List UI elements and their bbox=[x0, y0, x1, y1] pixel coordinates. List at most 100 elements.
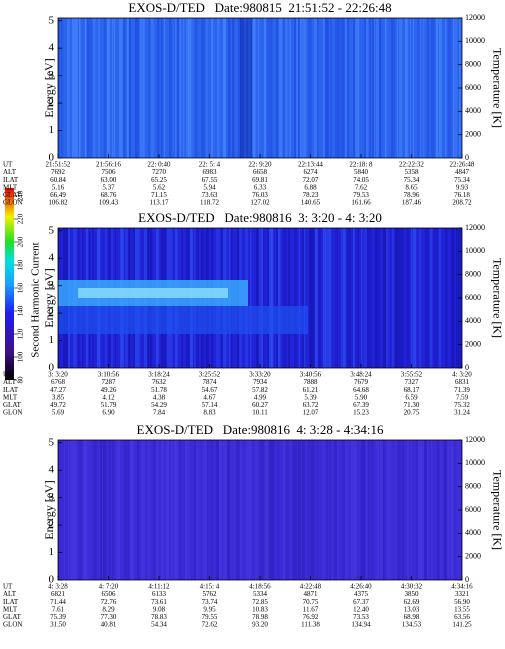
table-cell: 3321 bbox=[455, 590, 470, 598]
y2-tick-label: 2000 bbox=[465, 551, 481, 560]
table-cell: 4:26:40 bbox=[350, 583, 372, 591]
spectrogram-stripe bbox=[369, 18, 371, 158]
spectrogram-stripe bbox=[322, 440, 325, 580]
spectrogram-stripe bbox=[268, 18, 272, 158]
spectrogram-stripe bbox=[353, 440, 355, 580]
table-cell: 65.25 bbox=[151, 176, 167, 184]
y2-tick-label: 10000 bbox=[465, 458, 485, 467]
table-cell: 21:56:16 bbox=[96, 161, 121, 169]
table-cell: 7.61 bbox=[52, 605, 65, 613]
spectrogram-stripe bbox=[100, 440, 103, 580]
spectrogram-stripe bbox=[308, 18, 312, 158]
table-row-label: GLON bbox=[3, 621, 22, 629]
spectrogram-stripe bbox=[399, 18, 402, 158]
table-cell: 57.82 bbox=[252, 386, 268, 394]
spectrogram-stripe bbox=[427, 18, 429, 158]
table-cell: 72.85 bbox=[252, 598, 268, 606]
spectrogram-stripe bbox=[378, 440, 380, 580]
spectrogram-stripe bbox=[276, 228, 279, 368]
table-cell: 4.38 bbox=[153, 393, 166, 401]
table-cell: 70.75 bbox=[303, 598, 319, 606]
table-cell: 72.76 bbox=[101, 598, 117, 606]
table-cell: 187.46 bbox=[402, 199, 422, 207]
table-cell: 68.76 bbox=[101, 191, 117, 199]
spectrogram-stripe bbox=[364, 228, 367, 368]
spectrogram-stripe bbox=[183, 18, 185, 158]
table-cell: 12.07 bbox=[303, 409, 319, 417]
y2-tick-label: 6000 bbox=[465, 293, 481, 302]
spectrogram-stripe bbox=[299, 228, 301, 368]
table-cell: 76.92 bbox=[303, 613, 319, 621]
table-cell: 74.05 bbox=[353, 176, 369, 184]
spectrogram-stripe bbox=[379, 18, 382, 158]
spectrogram-stripe bbox=[447, 440, 451, 580]
spectrogram-stripe bbox=[269, 440, 273, 580]
spectrogram-stripe bbox=[179, 440, 182, 580]
spectrogram-stripe bbox=[169, 18, 172, 158]
spectrogram-stripe bbox=[87, 18, 90, 158]
spectrogram-stripe bbox=[402, 440, 405, 580]
spectrogram-stripe bbox=[255, 440, 258, 580]
y2-tick-label: 12000 bbox=[465, 223, 485, 232]
table-cell: 4:11:12 bbox=[148, 583, 170, 591]
table-cell: 73.53 bbox=[353, 613, 369, 621]
table-cell: 54.67 bbox=[202, 386, 218, 394]
y2-tick-label: 0 bbox=[465, 153, 469, 162]
spectrogram-stripe bbox=[263, 228, 265, 368]
spectrogram-stripe bbox=[407, 440, 410, 580]
spectrogram-stripe bbox=[392, 228, 394, 368]
table-cell: 106.82 bbox=[48, 199, 68, 207]
table-cell: 63.72 bbox=[303, 401, 319, 409]
spectrogram-stripe bbox=[201, 18, 205, 158]
y-tick-label: 3 bbox=[49, 279, 55, 291]
spectrogram-stripe bbox=[253, 18, 256, 158]
spectrogram-stripe bbox=[413, 228, 417, 368]
table-cell: 4:22:48 bbox=[300, 583, 322, 591]
spectrogram-stripe bbox=[425, 228, 429, 368]
table-cell: 56.90 bbox=[454, 598, 470, 606]
spectrogram-stripe bbox=[130, 440, 134, 580]
table-cell: 4:18:56 bbox=[249, 583, 271, 591]
table-cell: 78.96 bbox=[404, 191, 420, 199]
table-cell: 66.49 bbox=[50, 191, 66, 199]
table-cell: 22:22:32 bbox=[399, 161, 424, 169]
spectrogram-stripe bbox=[346, 228, 350, 368]
table-cell: 5358 bbox=[405, 168, 420, 176]
table-row-label: ALT bbox=[3, 590, 17, 598]
spectrogram-stripe bbox=[128, 440, 130, 580]
spectrogram-stripe bbox=[223, 18, 226, 158]
table-cell: 8.29 bbox=[102, 605, 115, 613]
y2-tick-label: 0 bbox=[465, 575, 469, 584]
panel-title: EXOS-D/TED Date:980816 3: 3:20 - 4: 3:20 bbox=[138, 210, 382, 225]
spectrogram-stripe bbox=[337, 440, 339, 580]
spectrogram-stripe bbox=[103, 440, 107, 580]
table-cell: 71.44 bbox=[50, 598, 66, 606]
table-row-label: UT bbox=[3, 161, 13, 169]
colorbar-tick-label: 140 bbox=[17, 305, 25, 316]
spectrogram-stripe bbox=[171, 440, 173, 580]
spectrogram-stripe bbox=[217, 18, 220, 158]
table-cell: 6274 bbox=[304, 168, 319, 176]
spectrogram-stripe bbox=[195, 18, 198, 158]
table-cell: 54.34 bbox=[151, 621, 167, 629]
spectrogram-band bbox=[58, 306, 308, 334]
spectrogram-stripe bbox=[298, 440, 301, 580]
spectrogram-stripe bbox=[366, 440, 368, 580]
spectrogram-stripe bbox=[64, 440, 66, 580]
spectrogram-stripe bbox=[345, 18, 348, 158]
table-cell: 161.66 bbox=[351, 199, 371, 207]
table-cell: 3:55:52 bbox=[401, 371, 423, 379]
table-cell: 8.83 bbox=[203, 409, 216, 417]
table-cell: 40.81 bbox=[101, 621, 117, 629]
spectrogram-stripe bbox=[68, 440, 70, 580]
spectrogram-stripe bbox=[411, 440, 413, 580]
spectrogram bbox=[58, 18, 462, 158]
spectrogram-stripe bbox=[361, 228, 363, 368]
spectrogram-stripe bbox=[293, 440, 297, 580]
colorbar-tick-label: 120 bbox=[17, 328, 25, 339]
spectrogram-stripe bbox=[267, 228, 270, 368]
spectrogram-stripe bbox=[419, 228, 422, 368]
table-cell: 20.75 bbox=[404, 409, 420, 417]
spectrogram-stripe bbox=[114, 18, 116, 158]
table-cell: 6821 bbox=[51, 590, 66, 598]
